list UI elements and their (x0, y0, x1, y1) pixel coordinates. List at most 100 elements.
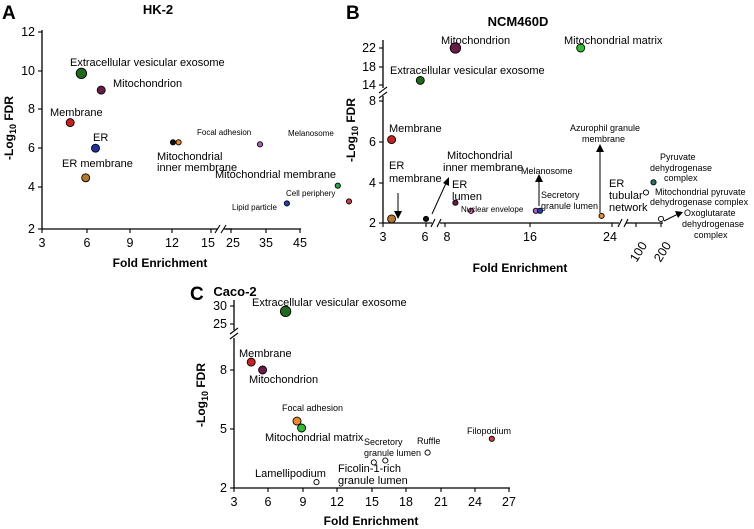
y-tick-label: 14 (362, 78, 376, 92)
label-er-lumen: ER (452, 179, 467, 191)
panel-a-x-ticks: 3 6 9 12 15 25 35 45 (39, 229, 307, 250)
panel-c: C Caco-2 2 5 8 25 30 (190, 284, 516, 528)
point-focal-adhesion (292, 416, 302, 426)
x-tick-label: 15 (365, 495, 379, 509)
label-mitochondrion: Mitochondrion (441, 35, 510, 47)
label-ficolin-1-rich-granule-lumen-line2: granule lumen (338, 475, 408, 487)
arrow-head (443, 177, 449, 186)
point-mitochondrion (258, 365, 268, 375)
point-er-membrane (81, 173, 91, 183)
panel-a-x-label: Fold Enrichment (113, 256, 208, 270)
point-mitochondrial-pyruvate-dehydrogenase-complex (642, 189, 650, 196)
label-er-lumen-line2: lumen (452, 191, 482, 203)
label-mitochondrial-membrane: Mitochondrial membrane (215, 169, 336, 181)
panel-b-y-label: -Log10 FDR (344, 98, 360, 162)
label-secretory-granule-lumen: Secretory (364, 437, 403, 447)
panel-a: A HK-2 2 4 6 8 10 12 (2, 2, 353, 270)
arrow-head (394, 211, 402, 219)
y-tick-label: 4 (28, 180, 35, 194)
x-tick-label: 3 (39, 236, 46, 250)
label-mitochondrial-matrix: Mitochondrial matrix (564, 35, 663, 47)
point-mitochondrion (96, 85, 106, 95)
y-tick-label: 30 (213, 299, 227, 313)
label-membrane: Membrane (389, 123, 442, 135)
point-extracellular-vesicular-exosome (279, 305, 292, 318)
label-extracellular-vesicular-exosome: Extracellular vesicular exosome (252, 297, 407, 309)
panel-b-letter: B (346, 3, 360, 24)
y-tick-label: 6 (369, 135, 376, 149)
x-tick-label: 18 (399, 495, 413, 509)
x-tick-label: 45 (293, 236, 307, 250)
point-mitochondrial-inner-membrane (169, 139, 177, 146)
point-membrane (387, 135, 397, 145)
panel-b: B NCM460D 2 4 6 8 14 18 22 (344, 3, 749, 275)
label-mitochondrion: Mitochondrion (249, 374, 318, 386)
y-tick-label: 4 (369, 176, 376, 190)
y-tick-label: 8 (28, 102, 35, 116)
label-azurophil-granule-membrane: Azurophil granule (570, 123, 640, 133)
y-tick-label: 12 (21, 25, 35, 39)
panel-b-x-break (436, 218, 442, 228)
point-oxoglutarate-dehydrogenase-complex (657, 215, 665, 222)
point-membrane (246, 357, 256, 367)
y-tick-label: 18 (362, 60, 376, 74)
label-ficolin-1-rich-granule-lumen: Ficolin-1-rich (338, 463, 401, 475)
panel-c-y-ticks: 2 5 8 25 30 (213, 299, 234, 495)
point-secretory-granule-lumen (536, 207, 544, 214)
point-mitochondrial-membrane (334, 182, 341, 189)
x-tick-label: 16 (523, 230, 537, 244)
x-tick-label: 8 (444, 230, 451, 244)
label-melanosome: Melanosome (288, 129, 334, 138)
point-cell-periphery (283, 200, 290, 207)
x-tick-label: 6 (84, 236, 91, 250)
point-lipid-particle (345, 198, 353, 205)
y-tick-label: 8 (369, 94, 376, 108)
panel-c-points (246, 305, 495, 486)
point-mitochondrial-matrix (297, 423, 307, 433)
point-melanosome (256, 141, 264, 148)
label-extracellular-vesicular-exosome: Extracellular vesicular exosome (70, 57, 225, 69)
arrow-head (596, 144, 604, 152)
label-focal-adhesion: Focal adhesion (197, 128, 251, 137)
label-mito-pyruvate-dehydrogenase-complex: Mitochondrial pyruvate (655, 187, 746, 197)
y-tick-label: 6 (28, 141, 35, 155)
point-filopodium (488, 435, 495, 442)
y-tick-label: 2 (369, 216, 376, 230)
panel-c-y-break (229, 327, 239, 335)
point-mitochondrion (449, 42, 462, 54)
label-membrane: Membrane (239, 348, 292, 360)
panel-b-y-break (378, 91, 388, 99)
panel-b-y-ticks: 2 4 6 8 14 18 22 (362, 41, 383, 230)
label-ruffle: Ruffle (417, 436, 440, 446)
label-mitochondrial-inner-membrane-line2: inner membrane (443, 162, 523, 174)
panel-c-y-label: -Log10 FDR (194, 363, 210, 427)
label-er-tubular-network: ER (609, 178, 624, 190)
y-tick-label: 2 (28, 222, 35, 236)
label-secretory-granule-lumen-line2: granule lumen (364, 448, 421, 458)
panel-c-y-break (229, 332, 239, 340)
x-tick-label: 25 (226, 236, 240, 250)
x-tick-label: 3 (380, 230, 387, 244)
label-er-membrane: ER (389, 160, 404, 172)
point-ficolin-1-rich-granule-lumen (370, 459, 377, 466)
point-pyruvate-dehydrogenase-complex (650, 179, 657, 186)
label-azurophil-granule-membrane-line2: membrane (582, 134, 625, 144)
panel-b-y-break (378, 86, 388, 94)
y-tick-label: 8 (220, 363, 227, 377)
y-tick-label: 5 (220, 422, 227, 436)
panel-c-title: Caco-2 (213, 284, 256, 299)
panel-b-points (387, 42, 665, 224)
label-oxoglutarate-dehydrogenase-complex-line2: dehydrogenase (682, 219, 744, 229)
point-extracellular-vesicular-exosome (75, 67, 88, 80)
point-er-membrane (387, 214, 397, 224)
point-secretory-granule-lumen (382, 457, 389, 464)
x-tick-label: 21 (434, 495, 448, 509)
y-tick-label: 2 (220, 481, 227, 495)
label-extracellular-vesicular-exosome: Extracellular vesicular exosome (390, 65, 545, 77)
panel-b-x-label: Fold Enrichment (473, 261, 568, 275)
label-pyruvate-dehydrogenase-complex-line3: complex (664, 173, 698, 183)
label-melanosome: Melanosome (521, 166, 573, 176)
panel-b-arrows (394, 144, 683, 222)
x-tick-label: 15 (201, 236, 215, 250)
